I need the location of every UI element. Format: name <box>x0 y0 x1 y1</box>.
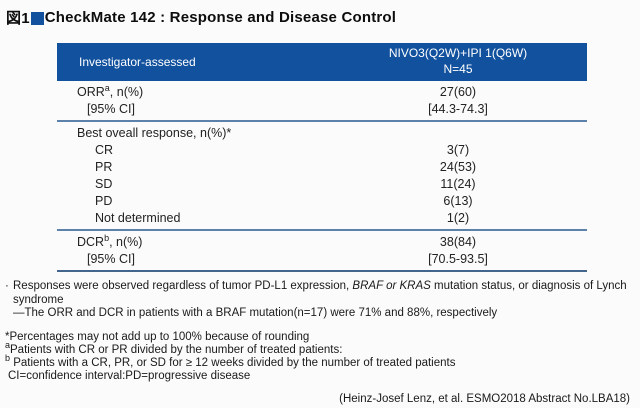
row-value: [44.3-74.3] <box>428 101 488 116</box>
table-row: PR 24(53) <box>57 158 587 175</box>
spacer <box>5 307 13 321</box>
section-best-overall-response: Best oveall response, n(%)* CR 3(7) PR 2… <box>57 122 587 231</box>
row-label: ORRa, n(%) <box>57 82 329 99</box>
table-row: ORRa, n(%) 27(60) <box>57 83 587 100</box>
footnote-text: CI=confidence interval:PD=progressive di… <box>8 370 251 383</box>
table-header-row: Investigator-assessed NIVO3(Q2W)+IPI 1(Q… <box>57 43 587 81</box>
row-value: 27(60) <box>439 84 477 99</box>
row-label: PD <box>57 194 329 208</box>
table-row: DCRb, n(%) 38(84) <box>57 233 587 250</box>
row-label: [95% CI] <box>57 102 329 116</box>
treatment-arm-n: N=45 <box>443 62 473 76</box>
results-table: Investigator-assessed NIVO3(Q2W)+IPI 1(Q… <box>57 43 587 272</box>
blue-square-icon <box>30 11 44 25</box>
note-text-italic-genes: BRAF or KRAS <box>352 280 431 292</box>
row-label-rest: , n(%) <box>109 234 143 249</box>
row-label: CR <box>57 143 329 157</box>
header-col-treatment-arm: NIVO3(Q2W)+IPI 1(Q6W) N=45 <box>329 43 587 81</box>
row-value: 11(24) <box>440 176 476 191</box>
row-label: DCRb, n(%) <box>57 232 329 249</box>
row-label-text: [95% CI] <box>87 101 135 116</box>
table-row: [95% CI] [44.3-74.3] <box>57 100 587 117</box>
superscript: b <box>104 232 110 243</box>
citation: (Heinz-Josef Lenz, et al. ESMO2018 Abstr… <box>339 393 630 406</box>
footnote: b Patients with a CR, PR, or SD for ≥ 12… <box>5 354 640 370</box>
footnotes-block: *Percentages may not add up to 100% beca… <box>5 331 640 383</box>
row-label-text: [95% CI] <box>87 251 135 266</box>
row-label: PR <box>57 160 329 174</box>
footnote-marker: b <box>5 353 11 364</box>
table-row: PD 6(13) <box>57 192 587 209</box>
key-findings-notes: · Responses were observed regardless of … <box>5 280 633 321</box>
table-row: CR 3(7) <box>57 141 587 158</box>
row-label: [95% CI] <box>57 252 329 266</box>
figure-title: 図1 CheckMate 142 : Response and Disease … <box>0 0 640 28</box>
table-row: Not determined 1(2) <box>57 209 587 226</box>
section-dcr: DCRb, n(%) 38(84) [95% CI] [70.5-93.5] <box>57 231 587 270</box>
row-label-text: CR <box>95 142 114 157</box>
row-label: SD <box>57 177 329 191</box>
row-label-text: SD <box>95 176 113 191</box>
bullet-note-text: Responses were observed regardless of tu… <box>13 280 633 307</box>
row-value: 38(84) <box>439 234 477 249</box>
title-text: CheckMate 142 : Response and Disease Con… <box>44 9 397 26</box>
figure-number: 図1 <box>6 10 30 27</box>
row-value: 1(2) <box>446 210 470 225</box>
row-label: Not determined <box>57 211 329 225</box>
table-row: Best oveall response, n(%)* <box>57 124 587 141</box>
bullet-icon: · <box>5 280 9 292</box>
footnote-text: Patients with CR or PR divided by the nu… <box>10 343 343 356</box>
sub-note-text: —The ORR and DCR in patients with a BRAF… <box>13 307 498 320</box>
footnote: CI=confidence interval:PD=progressive di… <box>5 370 640 383</box>
footnote-marker: a <box>5 339 11 350</box>
row-value: 3(7) <box>446 142 470 157</box>
row-label-text: ORR <box>77 84 105 99</box>
sub-note: —The ORR and DCR in patients with a BRAF… <box>5 307 633 321</box>
footnote-text: *Percentages may not add up to 100% beca… <box>5 330 310 343</box>
row-label-text: PR <box>95 159 113 174</box>
footnote: aPatients with CR or PR divided by the n… <box>5 340 640 357</box>
table-row: SD 11(24) <box>57 175 587 192</box>
header-col-investigator-assessed: Investigator-assessed <box>79 55 196 69</box>
table-row: [95% CI] [70.5-93.5] <box>57 250 587 267</box>
note-text-post: mutation status, or diagnosis of Lynch s… <box>13 280 627 306</box>
superscript: a <box>104 82 110 93</box>
row-label-rest: , n(%) <box>109 84 144 99</box>
section-orr: ORRa, n(%) 27(60) [95% CI] [44.3-74.3] <box>57 81 587 122</box>
row-value: [70.5-93.5] <box>428 251 488 266</box>
footnote-text: Patients with a CR, PR, or SD for ≥ 12 w… <box>13 356 456 369</box>
row-label-text: Not determined <box>95 210 181 225</box>
footnote: *Percentages may not add up to 100% beca… <box>5 331 640 344</box>
row-label-text: DCR <box>77 234 105 249</box>
bullet-note: · Responses were observed regardless of … <box>5 280 633 307</box>
row-label-text: Best oveall response, n(%)* <box>77 125 232 140</box>
row-label: Best oveall response, n(%)* <box>57 126 329 140</box>
note-text-pre: Responses were observed regardless of tu… <box>13 280 353 292</box>
row-value: 6(13) <box>443 193 473 208</box>
row-label-text: PD <box>95 193 113 208</box>
row-value: 24(53) <box>439 159 477 174</box>
treatment-arm-label: NIVO3(Q2W)+IPI 1(Q6W) <box>388 46 528 61</box>
